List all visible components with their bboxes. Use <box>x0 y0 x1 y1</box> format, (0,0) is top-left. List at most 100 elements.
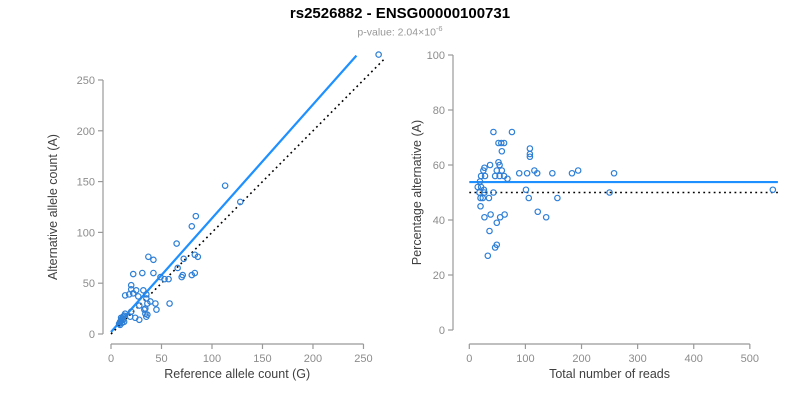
y-axis-title: Percentage alternative (A) <box>410 120 424 265</box>
data-point <box>134 293 142 300</box>
data-point <box>523 169 531 177</box>
data-point <box>143 291 150 298</box>
data-point <box>498 147 506 155</box>
regression-line <box>110 54 358 333</box>
data-point <box>525 194 533 202</box>
data-point <box>161 275 168 283</box>
y-axis-title: Alternative allele count (A) <box>46 134 60 280</box>
data-point <box>173 240 180 247</box>
data-point <box>491 172 499 180</box>
data-point <box>152 300 159 307</box>
data-point <box>481 213 488 221</box>
pvalue-exponent: -6 <box>435 24 443 33</box>
x-tick-label: 250 <box>354 353 372 365</box>
x-tick-label: 300 <box>628 353 646 365</box>
data-point <box>490 189 497 196</box>
data-point <box>129 270 137 278</box>
data-point <box>522 186 530 194</box>
x-tick-label: 500 <box>741 353 759 365</box>
y-tick-label: 100 <box>427 50 445 62</box>
data-point <box>526 153 534 161</box>
data-point <box>120 318 128 326</box>
x-tick-label: 100 <box>203 353 221 365</box>
data-point <box>479 194 487 202</box>
y-tick-label: 150 <box>77 177 95 189</box>
data-point <box>526 145 534 152</box>
data-point <box>121 310 129 317</box>
data-point <box>179 271 187 279</box>
data-point <box>139 269 146 277</box>
x-tick-label: 0 <box>466 353 472 365</box>
data-point <box>526 150 534 158</box>
data-point <box>481 172 489 180</box>
y-tick-label: 0 <box>89 329 95 341</box>
data-point <box>135 316 143 324</box>
data-point <box>132 287 140 294</box>
data-point <box>610 169 618 177</box>
data-point <box>150 269 157 277</box>
data-point <box>496 161 503 169</box>
data-point <box>150 256 157 264</box>
data-point <box>542 213 550 221</box>
data-point <box>188 222 196 230</box>
data-point <box>493 219 501 227</box>
data-point <box>165 275 172 283</box>
data-point <box>236 198 244 206</box>
x-axis-title: Total number of reads <box>549 367 670 381</box>
data-point <box>484 252 492 260</box>
data-point <box>166 300 173 307</box>
data-point <box>769 186 777 194</box>
data-point <box>116 321 124 329</box>
data-point <box>606 189 613 196</box>
data-point <box>568 169 576 177</box>
y-tick-label: 100 <box>77 227 95 239</box>
data-point <box>533 169 541 177</box>
data-point <box>153 306 160 313</box>
data-point <box>500 139 508 147</box>
data-point <box>485 194 493 202</box>
y-tick-label: 60 <box>433 160 445 172</box>
data-point <box>554 194 561 202</box>
x-tick-label: 0 <box>108 353 114 365</box>
allele-count-scatter: 0 50 100 150 200 250 0 50 100 150 200 250 Reference … <box>46 51 385 381</box>
data-point <box>180 255 188 263</box>
data-point <box>486 161 494 169</box>
data-point <box>141 306 148 313</box>
data-point <box>477 202 484 210</box>
data-point <box>508 128 516 136</box>
data-point <box>375 51 382 58</box>
y-tick-label: 250 <box>77 75 95 87</box>
data-point <box>501 211 508 218</box>
data-point <box>498 167 506 174</box>
data-point <box>477 194 484 202</box>
figure-title: rs2526882 - ENSG00000100731 <box>289 5 511 22</box>
data-point <box>493 241 501 249</box>
x-tick-label: 200 <box>572 353 590 365</box>
data-point <box>121 292 129 299</box>
x-axis-title: Reference allele count (G) <box>164 367 310 381</box>
data-point <box>140 287 147 294</box>
y-tick-label: 200 <box>77 126 95 138</box>
data-point <box>194 253 202 261</box>
data-point <box>574 167 582 174</box>
data-point <box>534 208 542 216</box>
y-tick-label: 0 <box>439 325 445 337</box>
x-tick-label: 400 <box>685 353 703 365</box>
y-tick-label: 50 <box>83 278 95 290</box>
x-tick-label: 200 <box>304 353 322 365</box>
pvalue-text: p-value: 2.04×10 <box>357 26 436 39</box>
data-point <box>515 169 523 177</box>
data-point <box>504 175 511 183</box>
y-tick-label: 80 <box>433 105 445 117</box>
x-tick-label: 150 <box>253 353 271 365</box>
x-tick-label: 100 <box>516 353 534 365</box>
data-point <box>127 281 135 289</box>
x-tick-label: 50 <box>155 353 167 365</box>
data-point <box>486 227 493 235</box>
data-point <box>174 264 181 272</box>
data-point <box>127 308 135 315</box>
data-point <box>490 128 497 136</box>
data-point <box>487 211 494 218</box>
